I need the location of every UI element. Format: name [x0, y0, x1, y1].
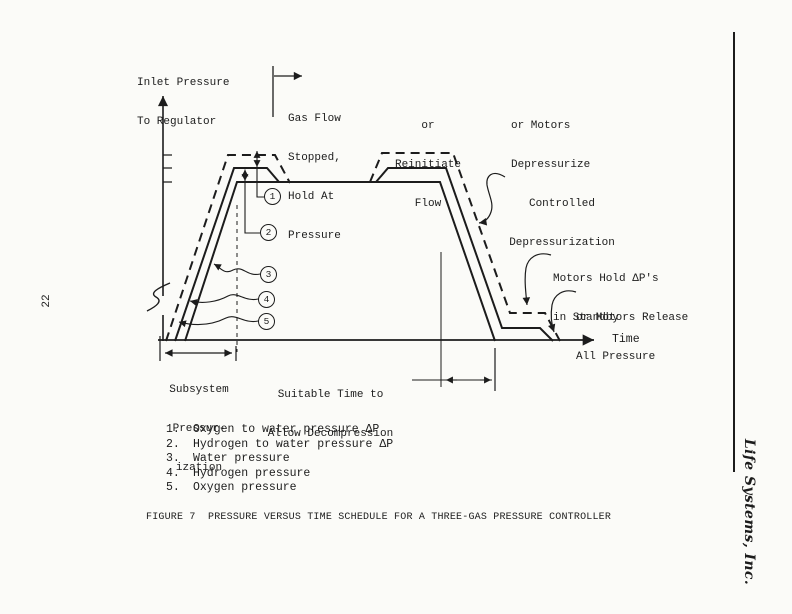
controlled-line1: Controlled [528, 198, 595, 210]
curve-legend: 1. Oxygen to water pressure ΔP 2. Hydrog… [166, 423, 393, 496]
legend-item: 3. Water pressure [166, 452, 393, 467]
subsystem-line2: Pressur- [172, 423, 226, 435]
motors-depressurize-line1: or Motors [511, 120, 571, 132]
event-leaders [478, 173, 577, 333]
water-pressure-curve [184, 181, 496, 342]
motors-depressurize-label: or Motors Depressurize [511, 94, 590, 198]
decompression-line2: Allow Decompression [267, 428, 394, 440]
legend-item: 4. Hydrogen pressure [166, 467, 393, 482]
decompression-line1: Suitable Time to [277, 389, 384, 401]
controlled-depressurization-label: Controlled Depressurization [503, 172, 621, 276]
motors-release-leader [548, 290, 577, 333]
curve-marker-4: 4 [258, 291, 275, 308]
legend-label: Water pressure [193, 452, 290, 465]
y-axis-label: Inlet Pressure To Regulator [137, 51, 229, 155]
axis-break-squiggle [146, 282, 171, 312]
dimension-lines [159, 252, 496, 391]
delta-p2-tail [244, 181, 260, 234]
legend-label: Oxygen to water pressure ΔP [193, 423, 380, 436]
delta-p-indicators [241, 151, 264, 234]
leader-water [213, 263, 261, 276]
decompression-label: Suitable Time to Allow Decompression [253, 363, 408, 467]
company-sidebar-text: Life Systems, Inc. [741, 438, 757, 586]
hydrogen-pressure-curve-second [375, 167, 554, 342]
controlled-depressurization-leader [478, 173, 506, 226]
motors-release-line1: or Motors Release [576, 312, 689, 324]
oxygen-pressure-curve-rise [165, 154, 291, 342]
legend-item: 2. Hydrogen to water pressure ΔP [166, 438, 393, 453]
reinitiate-line3: Flow [414, 198, 442, 210]
motors-release-line2: All Pressure [576, 351, 656, 363]
leader-oxygen [178, 316, 259, 328]
reinitiate-label: or Reinitiate Flow [383, 94, 473, 237]
curve-marker-5: 5 [258, 313, 275, 330]
gas-flow-line1: Gas Flow [288, 113, 341, 125]
page-number: 22 [41, 294, 53, 308]
legend-num: 4. [166, 466, 180, 480]
legend-item: 5. Oxygen pressure [166, 481, 393, 496]
leader-hydrogen [189, 294, 259, 306]
subsystem-line1: Subsystem [169, 384, 229, 396]
legend-num: 2. [166, 437, 180, 451]
controlled-line2: Depressurization [509, 237, 615, 249]
y-axis-label-line1: Inlet Pressure [137, 77, 230, 89]
legend-num: 3. [166, 452, 180, 465]
legend-label: Hydrogen pressure [193, 466, 311, 480]
gas-flow-line4: Pressure [288, 230, 341, 242]
legend-item: 1. Oxygen to water pressure ΔP [166, 423, 393, 438]
motors-release-label: or Motors Release All Pressure [576, 286, 688, 390]
motors-hold-line1: Motors Hold ΔP's [553, 273, 659, 285]
legend-label: Hydrogen to water pressure ΔP [193, 437, 394, 451]
curve-marker-1: 1 [264, 188, 281, 205]
y-axis-label-line2: To Regulator [137, 116, 217, 128]
gas-flow-line3: Hold At [288, 191, 335, 203]
subsystem-line3: ization [175, 462, 223, 474]
figure-caption: FIGURE 7 PRESSURE VERSUS TIME SCHEDULE F… [146, 512, 612, 523]
motors-hold-leader [522, 253, 552, 306]
gas-flow-label: Gas Flow Stopped, Hold At Pressure [288, 87, 341, 269]
curve-leaders [178, 263, 261, 328]
legend-label: Oxygen pressure [193, 481, 297, 494]
motors-depressurize-line2: Depressurize [511, 159, 591, 171]
pressure-curves [165, 152, 561, 342]
gas-flow-marker [272, 66, 302, 117]
delta-p1-tail [256, 167, 264, 198]
y-axis-ticks [163, 154, 172, 183]
y-axis [146, 96, 172, 341]
legend-num: 1. [166, 423, 180, 436]
subsystem-dim-bars [159, 336, 237, 361]
reinitiate-line1: or [421, 120, 435, 132]
motors-hold-label: Motors Hold ΔP's in Standby [553, 247, 659, 351]
curve-marker-3: 3 [260, 266, 277, 283]
curve-marker-2: 2 [260, 224, 277, 241]
reinitiate-line2: Reinitiate [394, 159, 461, 171]
legend-num: 5. [166, 481, 180, 494]
hydrogen-pressure-curve-rise [174, 167, 280, 342]
gas-flow-line2: Stopped, [288, 152, 341, 164]
subsystem-label: Subsystem Pressur- ization [153, 358, 245, 501]
motors-hold-line2: in Standby [553, 312, 620, 324]
x-axis-label: Time [612, 333, 640, 346]
oxygen-pressure-curve-second [369, 152, 561, 342]
